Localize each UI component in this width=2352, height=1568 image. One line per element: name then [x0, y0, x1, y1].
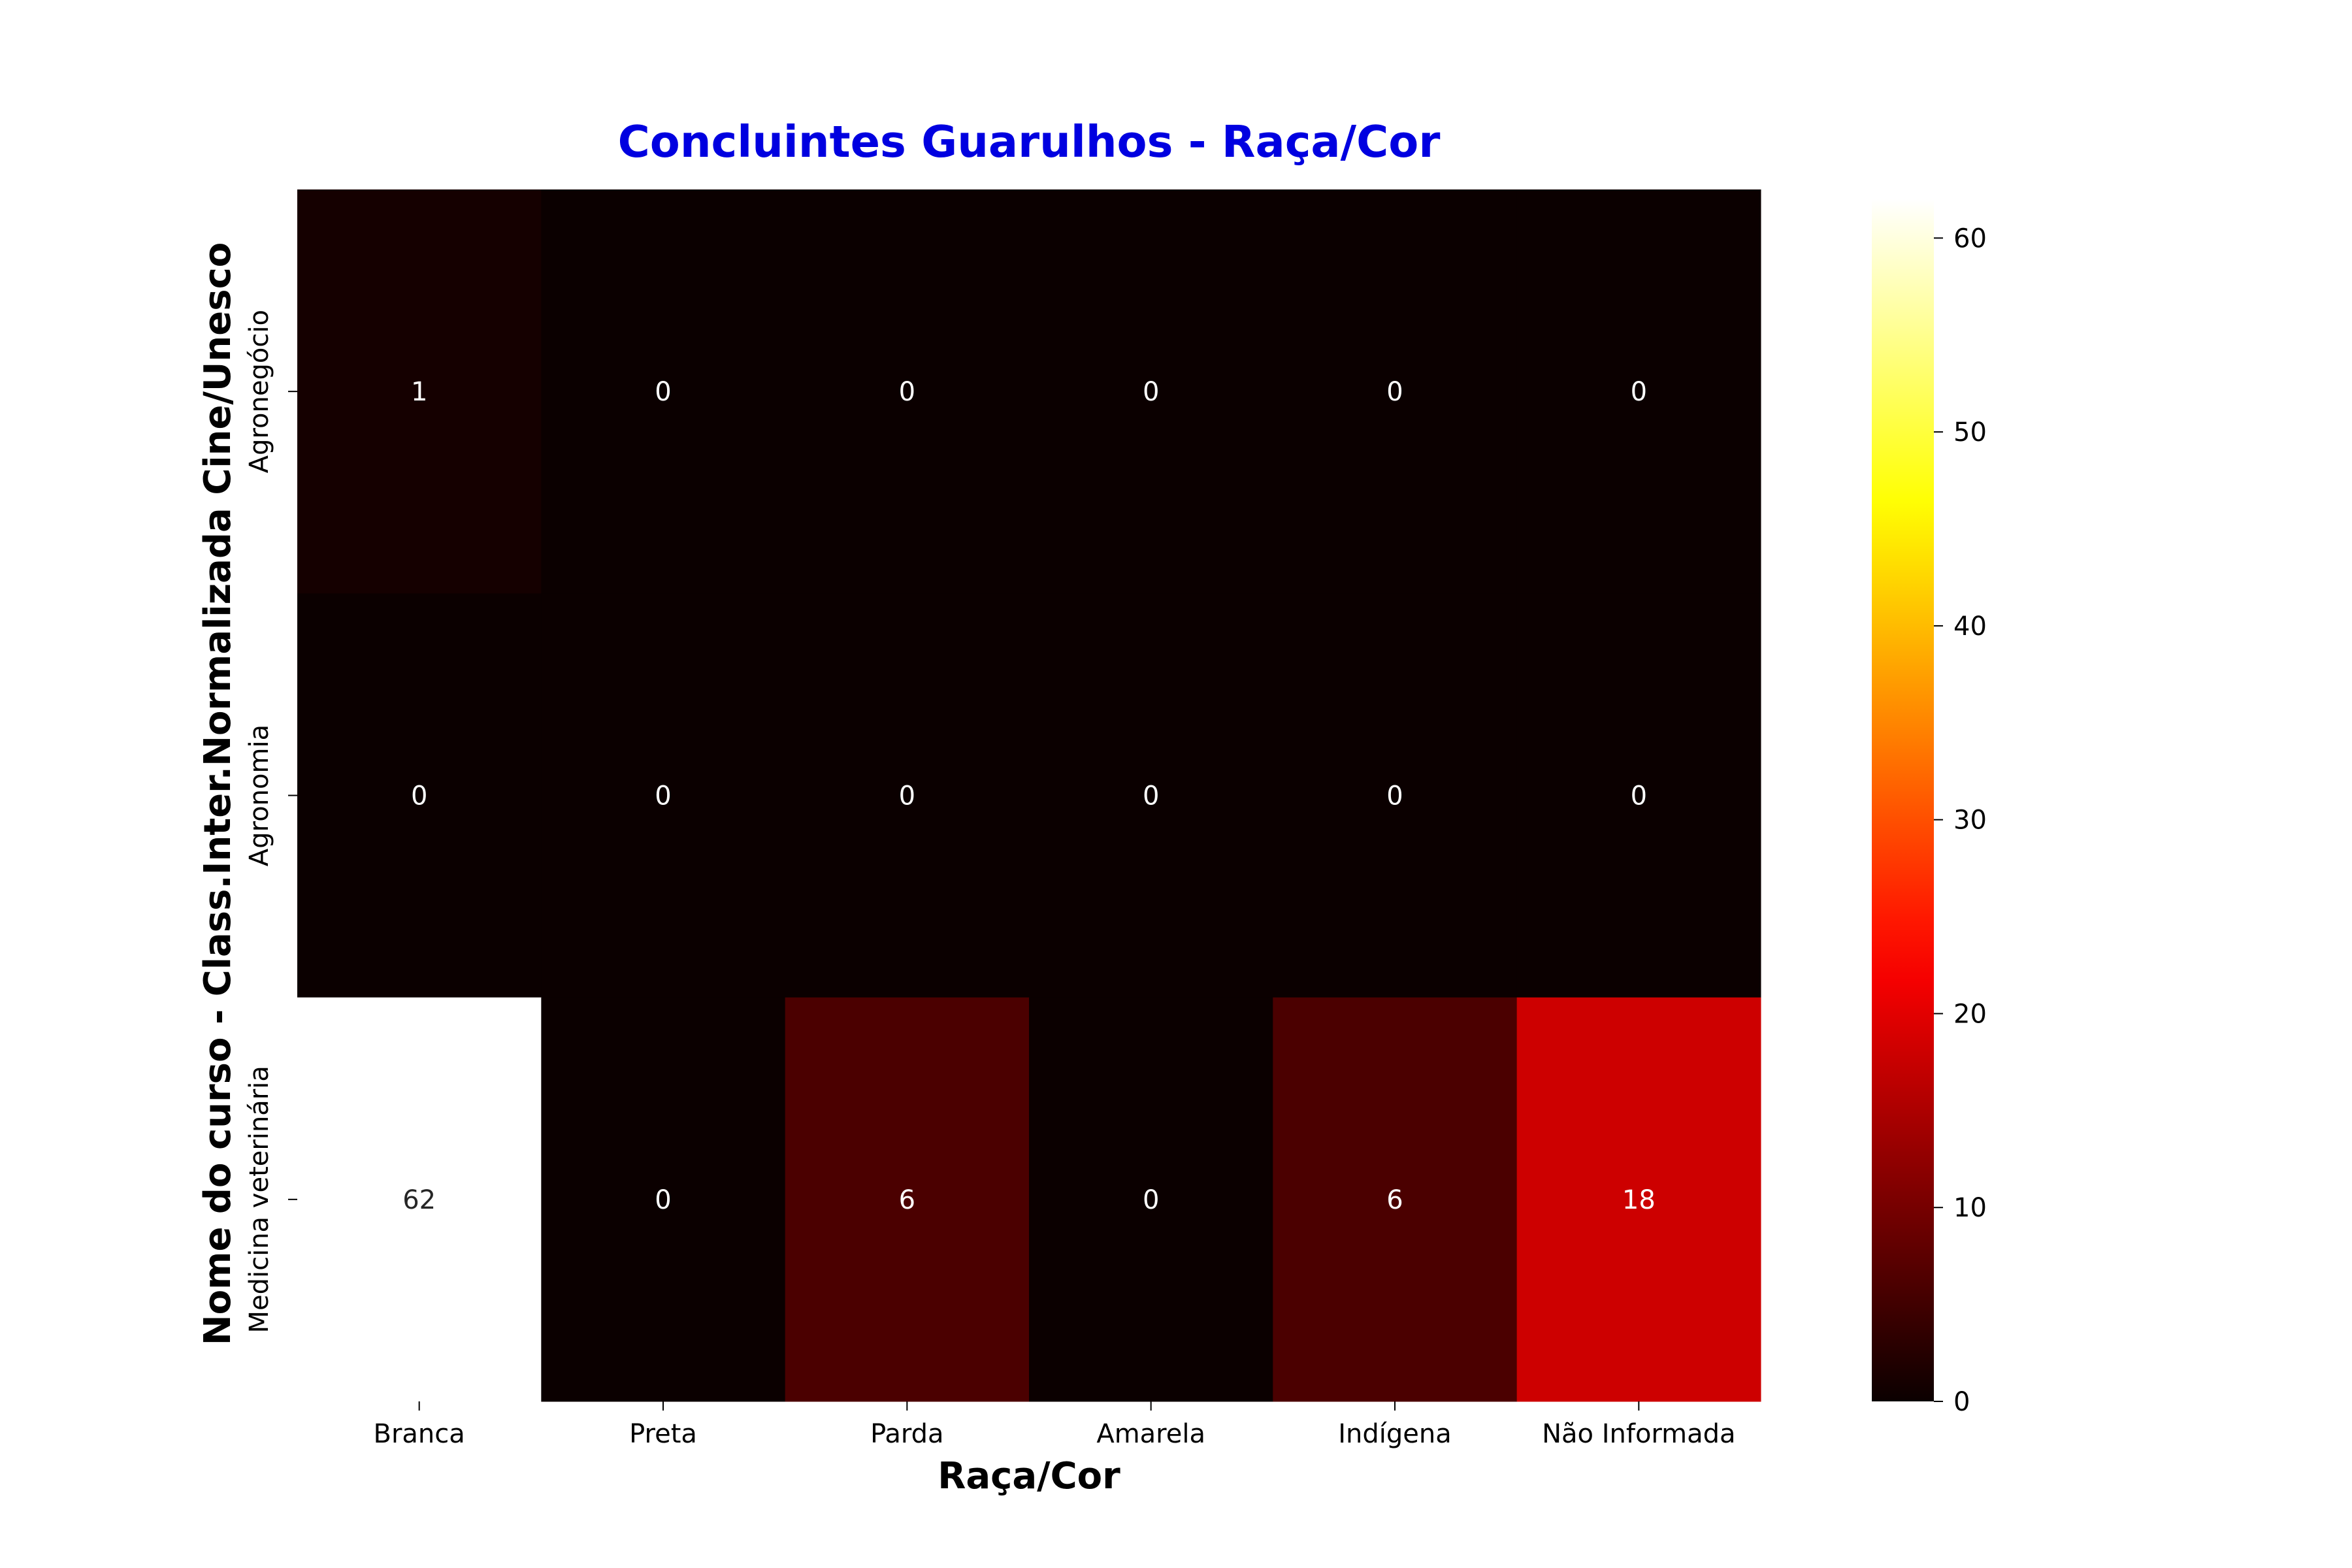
- x-axis-label: Raça/Cor: [938, 1455, 1120, 1497]
- heatmap-cell: [297, 593, 542, 998]
- cell-value-label: 62: [402, 1185, 436, 1215]
- heatmap-cell: [1516, 593, 1761, 998]
- cell-value-label: 0: [1631, 781, 1647, 811]
- x-tick-label: Não Informada: [1542, 1419, 1735, 1449]
- cell-value-label: 0: [1143, 377, 1159, 407]
- heatmap-cell: [1029, 189, 1273, 594]
- cell-value-label: 0: [411, 781, 427, 811]
- colorbar: 0 10 20 30 40 50 60: [1872, 199, 1987, 1417]
- cell-value-label: 0: [1143, 1185, 1159, 1215]
- heatmap-cell: [1273, 189, 1518, 594]
- x-tick-label: Branca: [374, 1419, 465, 1449]
- heatmap-cell: [1029, 997, 1273, 1402]
- heatmap-cell: [785, 593, 1030, 998]
- cell-value-label: 0: [655, 377, 671, 407]
- colorbar-tick-label: 30: [1953, 806, 1987, 836]
- x-tick-label: Parda: [870, 1419, 943, 1449]
- heatmap-cells: 1 0 0 0 0 0 0 0 0 0 0 0 62 0 6 0 6 18: [297, 189, 1761, 1402]
- colorbar-tick-label: 10: [1953, 1193, 1987, 1223]
- colorbar-tick-label: 60: [1953, 223, 1987, 253]
- heatmap-cell: [297, 997, 542, 1402]
- y-axis-ticks: Agronegócio Agronomia Medicina veterinária: [244, 310, 297, 1333]
- cell-value-label: 0: [1631, 377, 1647, 407]
- x-tick-label: Preta: [629, 1419, 697, 1449]
- colorbar-tick-label: 0: [1953, 1387, 1970, 1417]
- heatmap-cell: [1516, 189, 1761, 594]
- heatmap-cell: [1029, 593, 1273, 998]
- cell-value-label: 0: [655, 781, 671, 811]
- heatmap-cell: [1273, 593, 1518, 998]
- heatmap-cell: [541, 997, 786, 1402]
- cell-value-label: 1: [411, 377, 427, 407]
- cell-value-label: 0: [899, 377, 915, 407]
- cell-value-label: 0: [1143, 781, 1159, 811]
- cell-value-label: 0: [1386, 377, 1403, 407]
- heatmap-cell: [1273, 997, 1518, 1402]
- cell-value-label: 0: [655, 1185, 671, 1215]
- cell-value-label: 6: [899, 1185, 915, 1215]
- heatmap-cell: [785, 189, 1030, 594]
- colorbar-tick-label: 40: [1953, 612, 1987, 642]
- heatmap-cell: [541, 593, 786, 998]
- cell-value-label: 6: [1386, 1185, 1403, 1215]
- y-tick-label: Agronomia: [244, 725, 274, 866]
- cell-value-label: 18: [1622, 1185, 1656, 1215]
- heatmap-cell: [1516, 997, 1761, 1402]
- colorbar-tick-label: 50: [1953, 417, 1987, 448]
- colorbar-tick-label: 20: [1953, 999, 1987, 1029]
- heatmap-cell: [297, 189, 542, 594]
- cell-value-label: 0: [1386, 781, 1403, 811]
- x-tick-label: Indígena: [1338, 1419, 1452, 1449]
- heatmap-cell: [785, 997, 1030, 1402]
- y-tick-label: Agronegócio: [244, 310, 274, 473]
- colorbar-gradient: [1872, 199, 1934, 1401]
- y-tick-label: Medicina veterinária: [244, 1066, 274, 1333]
- x-tick-label: Amarela: [1096, 1419, 1205, 1449]
- y-axis-label: Nome do curso - Class.Inter.Normalizada …: [197, 242, 239, 1345]
- chart-title: Concluintes Guarulhos - Raça/Cor: [618, 116, 1441, 167]
- heatmap-cell: [541, 189, 786, 594]
- cell-value-label: 0: [899, 781, 915, 811]
- x-axis-ticks: Branca Preta Parda Amarela Indígena Não Infor…: [374, 1401, 1736, 1449]
